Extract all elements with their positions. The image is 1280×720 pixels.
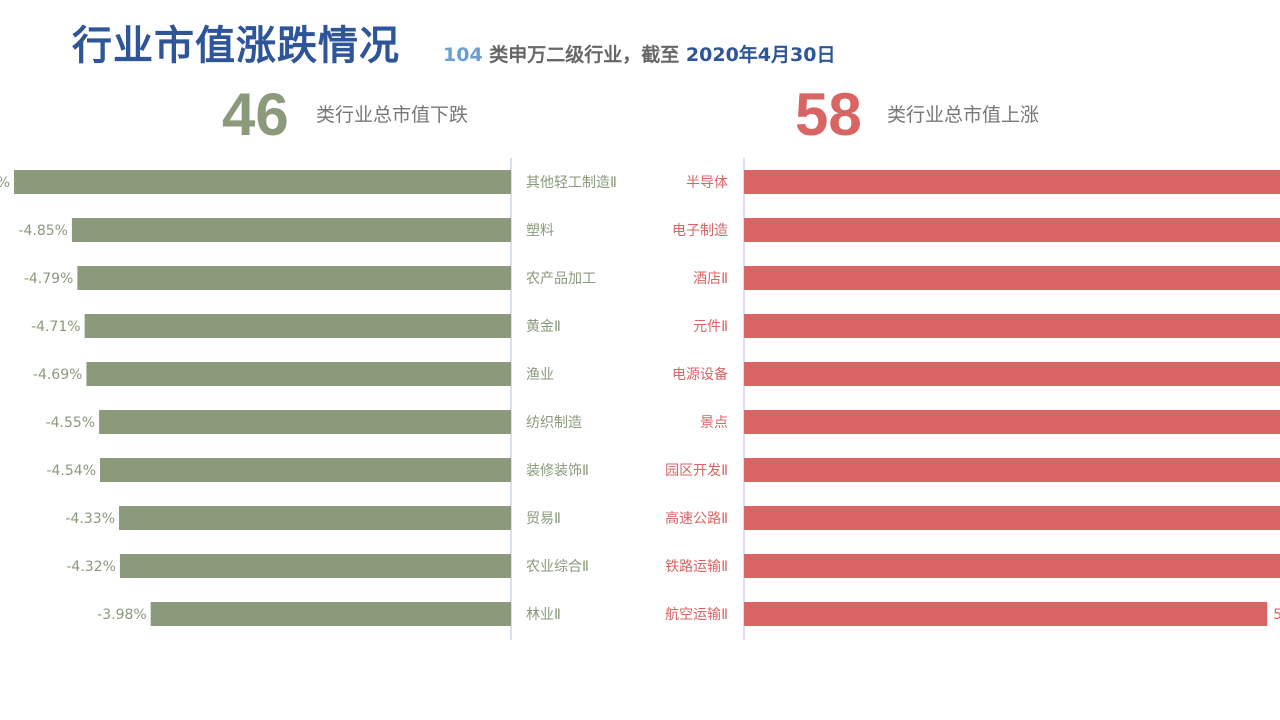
bar-up [744,314,1280,338]
category-label-down: 塑料 [526,223,554,239]
category-label-up: 元件Ⅱ [693,319,728,335]
category-label-down: 贸易Ⅱ [526,511,561,527]
down-count-label: 类行业总市值下跌 [316,104,469,126]
bar-up [744,362,1280,386]
bar-down [14,170,511,194]
category-label-down: 纺织制造 [526,415,582,431]
bar-up [744,554,1280,578]
bar-up [744,506,1280,530]
category-label-up: 航空运输Ⅱ [665,607,728,623]
category-label-down: 渔业 [526,367,554,383]
up-count: 58 [795,81,862,148]
subtitle: 104 类申万二级行业，截至 2020年4月30日 [443,40,835,70]
bar-up-value-label: 5.78% [1273,607,1280,623]
bar-down [119,554,511,578]
bar-down-value-label: -3.98% [97,607,147,623]
bar-down [100,458,511,482]
category-label-down: 林业Ⅱ [526,607,561,623]
bar-down-value-label: -4.71% [31,319,81,335]
bar-up [744,602,1268,626]
down-count: 46 [222,81,289,148]
category-label-down: 装修装饰Ⅱ [526,463,589,479]
bar-down-value-label: -4.69% [33,367,83,383]
category-label-up: 电子制造 [672,223,728,239]
bar-down [150,602,511,626]
category-label-up: 景点 [700,415,728,431]
bar-down-value-label: -5.49% [0,175,10,191]
subtitle-count: 104 [443,44,483,66]
category-label-down: 农业综合Ⅱ [526,559,589,575]
subtitle-text: 类申万二级行业，截至 [482,44,686,66]
category-label-down: 农产品加工 [526,271,596,287]
up-count-label: 类行业总市值上涨 [887,104,1040,126]
bar-down-value-label: -4.55% [46,415,96,431]
page-title: 行业市值涨跌情况 [72,23,400,69]
bar-up [744,170,1280,194]
category-label-up: 高速公路Ⅱ [665,510,728,527]
bar-down [84,314,511,338]
bar-down-value-label: -4.33% [65,511,115,527]
bar-down [99,410,511,434]
bar-up [744,266,1280,290]
bar-down-value-label: -4.85% [18,223,68,239]
bar-up [744,458,1280,482]
bar-down [77,266,512,290]
category-label-down: 黄金Ⅱ [526,318,561,335]
bar-down [119,506,511,530]
bar-up [744,410,1280,434]
category-label-up: 半导体 [686,175,728,191]
subtitle-date: 2020年4月30日 [685,44,836,66]
bar-down-value-label: -4.79% [24,271,74,287]
category-label-up: 电源设备 [672,366,728,383]
bar-down [71,218,511,242]
category-label-up: 酒店Ⅱ [693,271,728,287]
category-label-up: 园区开发Ⅱ [665,463,728,479]
bar-down [86,362,512,386]
bar-up [744,218,1280,242]
category-label-down: 其他轻工制造Ⅱ [526,175,617,191]
bar-down-value-label: -4.54% [46,463,96,479]
category-label-up: 铁路运输Ⅱ [665,559,728,575]
bar-down-value-label: -4.32% [66,559,116,575]
